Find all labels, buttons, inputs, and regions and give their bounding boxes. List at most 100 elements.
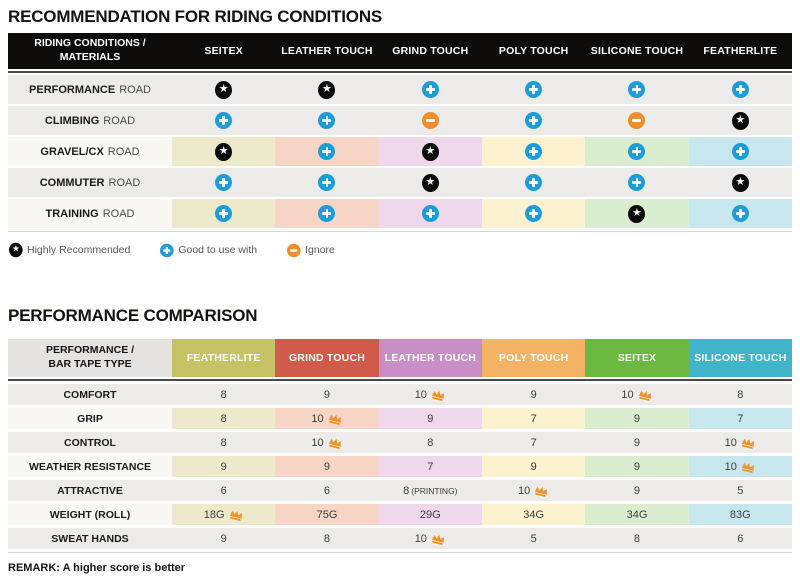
- plus-icon: [628, 81, 646, 98]
- cell-value: 9: [220, 460, 227, 473]
- plus-icon: [731, 81, 749, 98]
- cell-value: 7: [530, 412, 537, 425]
- table-cell: 9: [275, 456, 379, 477]
- cell-value: 34G: [523, 508, 545, 521]
- riding-table-body: PERFORMANCE ROAD ★ ★ CLIMBING ROAD ★ GRAVEL/CX R…: [8, 75, 792, 228]
- row-label: GRAVEL/CX ROAD: [8, 137, 172, 166]
- row-label-bold: TRAINING: [45, 207, 99, 220]
- cell-value: 7: [737, 412, 744, 425]
- row-label: TRAINING ROAD: [8, 199, 172, 228]
- crown-icon: [227, 508, 244, 522]
- table-row: ATTRACTIVE 6 6 8 (PRINTING) 10 9 5: [8, 480, 792, 501]
- column-header-poly-touch: POLY TOUCH: [481, 339, 586, 377]
- table-cell: ★: [688, 168, 792, 197]
- table-cell: [585, 106, 689, 135]
- cell-value: 10: [724, 436, 737, 449]
- table-cell: 10: [275, 432, 379, 453]
- cell-value: 7: [427, 460, 434, 473]
- table-cell: [481, 168, 586, 197]
- table-cell: 8: [172, 408, 276, 429]
- table-row: WEIGHT (ROLL) 18G 75G 29G 34G 34G 83G: [8, 504, 792, 525]
- table-cell: [378, 75, 482, 104]
- table-cell: 6: [172, 480, 276, 501]
- table-cell: [688, 199, 792, 228]
- table-cell: [172, 199, 276, 228]
- table-cell: 10: [585, 384, 689, 405]
- cell-value: 9: [530, 460, 537, 473]
- column-header-featherlite: FEATHERLITE: [703, 45, 778, 57]
- table-cell: 10: [688, 456, 792, 477]
- table-cell: 6: [688, 528, 792, 549]
- cell-value: 9: [633, 412, 641, 425]
- legend-label: Ignore: [305, 244, 335, 256]
- legend: ★ Highly Recommended Good to use with Ig…: [9, 241, 792, 259]
- table-cell: 9: [172, 528, 276, 549]
- table-cell: 34G: [481, 504, 586, 525]
- table-cell: 10: [481, 480, 586, 501]
- crown-icon: [430, 388, 447, 402]
- row-label: CONTROL: [8, 432, 172, 453]
- plus-icon: [731, 205, 749, 222]
- plus-icon: [525, 205, 543, 222]
- cell-value: 5: [530, 532, 537, 545]
- row-label: COMMUTER ROAD: [8, 168, 172, 197]
- cell-value: 9: [427, 412, 434, 425]
- cell-value: 9: [633, 436, 641, 449]
- column-header-silicone-touch: SILICONE TOUCH: [590, 45, 684, 57]
- row-label-bold: COMMUTER: [39, 176, 105, 189]
- table-row: COMFORT 8 9 10 9 10 8: [8, 384, 792, 405]
- header-underline-rule: [8, 379, 792, 381]
- cell-value: 5: [737, 484, 744, 497]
- cell-value: 83G: [729, 508, 751, 521]
- table-cell: 8: [275, 528, 379, 549]
- table-cell: ★: [275, 75, 379, 104]
- crown-icon: [430, 532, 447, 546]
- header-underline-rule: [8, 71, 792, 73]
- cell-value: 9: [633, 484, 641, 497]
- table-cell: 9: [585, 456, 689, 477]
- table-cell: 8: [688, 384, 792, 405]
- table-cell: 9: [481, 456, 586, 477]
- plus-icon: [525, 174, 543, 191]
- table-cell: [481, 137, 586, 166]
- column-header-seitex: SEITEX: [204, 45, 243, 57]
- cell-value: 9: [323, 460, 331, 473]
- row-label: WEATHER RESISTANCE: [8, 456, 172, 477]
- table-cell: ★: [585, 199, 689, 228]
- column-header-silicone-touch: SILICONE TOUCH: [688, 339, 792, 377]
- row-label-rest: ROAD: [119, 83, 151, 96]
- plus-icon: [525, 143, 543, 160]
- legend-item-highly-recommended: ★ Highly Recommended: [9, 241, 130, 259]
- plus-icon: [525, 81, 543, 98]
- table-cell: 9: [585, 480, 689, 501]
- table-cell: 8: [378, 432, 482, 453]
- table-cell: 7: [688, 408, 792, 429]
- star-icon: ★: [628, 204, 646, 223]
- star-icon: ★: [731, 173, 749, 192]
- table-cell: [688, 75, 792, 104]
- row-label: PERFORMANCE ROAD: [8, 75, 172, 104]
- star-icon: ★: [215, 142, 233, 161]
- riding-table-header: RIDING CONDITIONS / MATERIALS SEITEX LEAT…: [8, 33, 792, 69]
- corner-line-1: RIDING CONDITIONS /: [34, 37, 146, 50]
- cell-value: 18G: [203, 508, 225, 521]
- table-cell: [275, 106, 379, 135]
- column-header-leather-touch: LEATHER TOUCH: [281, 45, 373, 57]
- table-cell: 9: [481, 384, 586, 405]
- cell-value: 75G: [316, 508, 338, 521]
- table-cell: 7: [481, 408, 586, 429]
- table-cell: 6: [275, 480, 379, 501]
- table-cell: 75G: [275, 504, 379, 525]
- table-cell: [275, 137, 379, 166]
- plus-icon: [160, 243, 174, 257]
- plus-icon: [628, 174, 646, 191]
- star-icon: ★: [318, 80, 336, 99]
- corner-line-2: BAR TAPE TYPE: [48, 358, 132, 370]
- row-label: COMFORT: [8, 384, 172, 405]
- legend-label: Good to use with: [178, 244, 258, 256]
- plus-icon: [525, 112, 543, 129]
- cell-note: (PRINTING): [411, 485, 458, 496]
- table-row: TRAINING ROAD ★: [8, 199, 792, 228]
- table-cell: [275, 168, 379, 197]
- star-icon: ★: [421, 142, 439, 161]
